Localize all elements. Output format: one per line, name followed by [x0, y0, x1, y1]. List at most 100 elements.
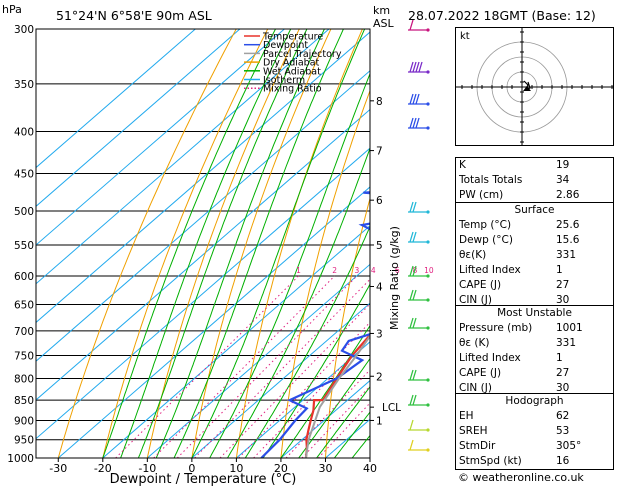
dry-adiabat-line: [102, 29, 269, 458]
wind-barb-flag: [409, 394, 414, 406]
surface-panel: Surface Temp (°C) 25.6 Dewp (°C) 15.6 θε(K) 3…: [455, 202, 614, 309]
mixing-ratio-line: [253, 336, 370, 458]
km-tick-label: 7: [376, 146, 383, 158]
hodograph-label: EH: [459, 410, 474, 422]
most-unstable-panel: Most Unstable Pressure (mb) 1001 θε (K) 331…: [455, 305, 614, 397]
km-tick-label: 8: [376, 96, 383, 108]
wind-barb-flag: [412, 61, 417, 73]
wind-barb-dot: [426, 448, 430, 452]
wet-adiabat-line: [262, 283, 370, 458]
wet-adiabat-line: [155, 29, 325, 458]
wind-barb-flag: [415, 117, 420, 129]
hodograph-value: 62: [556, 410, 570, 422]
wet-adiabat-line: [137, 29, 308, 458]
mixing-ratio-line: [301, 385, 370, 458]
most-unstable-label: Lifted Index: [459, 352, 521, 364]
most-unstable-value: 331: [556, 337, 577, 349]
pressure-tick-label: 400: [14, 127, 34, 139]
surface-row: Temp (°C) 25.6: [456, 218, 613, 233]
wind-barb-flag: [409, 201, 414, 213]
temperature-tick-label: 20: [274, 462, 288, 475]
most-unstable-row: θε (K) 331: [456, 336, 613, 351]
wet-adiabat-line: [209, 72, 370, 458]
hodograph-row: StmDir 305°: [456, 439, 613, 454]
wind-barb-dot: [426, 102, 430, 106]
wind-barb-dot: [426, 28, 430, 32]
wind-barb-dot: [426, 240, 430, 244]
isotherm-line: [147, 263, 370, 458]
surface-label: Lifted Index: [459, 264, 521, 276]
dry-adiabat-line: [325, 196, 370, 458]
mixing-ratio-label: 3: [355, 266, 360, 275]
pressure-tick-label: 450: [14, 168, 34, 180]
wet-adiabat-line: [227, 146, 370, 458]
isotherm-line: [280, 379, 370, 458]
pressure-tick-label: 800: [14, 373, 34, 385]
hodograph-value: 305°: [556, 440, 582, 452]
plot-frame: [35, 28, 371, 459]
temperature-tick-label: 0: [188, 462, 195, 475]
wind-barb-flag: [412, 369, 417, 381]
indices-panel: K 19 Totals Totals 34 PW (cm) 2.86: [455, 157, 614, 204]
legend-label: Temperature: [262, 32, 323, 43]
wind-barb-flag: [412, 93, 417, 105]
pressure-tick-label: 1000: [7, 453, 34, 465]
wind-barb-dot: [426, 210, 430, 214]
hodograph-value: 16: [556, 455, 570, 467]
wind-barb-flag: [409, 19, 414, 31]
legend-label: Parcel Trajectory: [263, 49, 342, 60]
most-unstable-row: Lifted Index 1: [456, 351, 613, 366]
credit-text: © weatheronline.co.uk: [458, 471, 584, 484]
surface-label: CIN (J): [459, 294, 492, 306]
mixing-ratio-axis-title: Mixing Ratio (g/kg): [388, 226, 401, 330]
wind-barb-flag: [409, 231, 414, 243]
surface-label: Temp (°C): [459, 219, 512, 231]
km-label: km: [373, 4, 390, 17]
pressure-tick-label: 900: [14, 415, 34, 427]
pressure-tick-label: 350: [14, 79, 34, 91]
datetime-title: 28.07.2022 18GMT (Base: 12): [408, 8, 596, 23]
wind-barb-dot: [426, 274, 430, 278]
wind-barb-flag: [412, 201, 417, 213]
legend-label: Isotherm: [263, 75, 305, 86]
hodograph-label: StmDir: [459, 440, 496, 452]
mixing-ratio-label: 4: [371, 266, 376, 275]
pressure-tick-label: 500: [14, 206, 34, 218]
wet-adiabat-line: [244, 225, 370, 458]
hodograph-panel: kt: [455, 27, 614, 146]
most-unstable-value: 27: [556, 367, 570, 379]
most-unstable-value: 1001: [556, 322, 583, 334]
dry-adiabat-line: [369, 443, 370, 458]
pw-row: PW (cm) 2.86: [459, 189, 580, 201]
km-tick-label: 4: [376, 282, 383, 294]
wind-barb-flag: [409, 289, 414, 301]
wind-barb-dot: [426, 298, 430, 302]
wind-barb-flag: [409, 117, 414, 129]
mixing-ratio-label: 6: [395, 266, 400, 275]
wind-barb-flag: [415, 61, 420, 73]
mixing-ratio-line: [317, 402, 370, 458]
temperature-tick-label: -20: [94, 462, 112, 475]
surface-value: 30: [556, 294, 570, 306]
surface-value: 15.6: [556, 234, 580, 246]
most-unstable-label: Pressure (mb): [459, 322, 533, 334]
pressure-tick-label: 700: [14, 326, 34, 338]
pressure-tick-label: 750: [14, 350, 34, 362]
wind-barb-flag: [409, 93, 414, 105]
wind-barb-flag: [412, 265, 417, 277]
surface-row: CAPE (J) 27: [456, 278, 613, 293]
mixing-ratio-label: 1: [296, 266, 301, 275]
most-unstable-title: Most Unstable: [497, 307, 572, 319]
dry-adiabat-line: [191, 29, 332, 458]
isotherm-line: [36, 31, 370, 324]
legend-label: Mixing Ratio: [263, 84, 322, 95]
x-axis-title: Dewpoint / Temperature (°C): [110, 472, 297, 486]
hodograph-stats-panel: Hodograph EH 62 SREH 53 StmDir 305° StmSpd (kt…: [455, 393, 614, 470]
pressure-tick-label: 850: [14, 395, 34, 407]
surface-title: Surface: [514, 204, 555, 216]
hodograph-row: EH 62: [456, 409, 613, 424]
hodograph-row: StmSpd (kt) 16: [456, 454, 613, 469]
mixing-ratio-line: [285, 369, 370, 458]
wet-adiabat-line: [334, 411, 370, 458]
wind-barb-flag: [412, 117, 417, 129]
